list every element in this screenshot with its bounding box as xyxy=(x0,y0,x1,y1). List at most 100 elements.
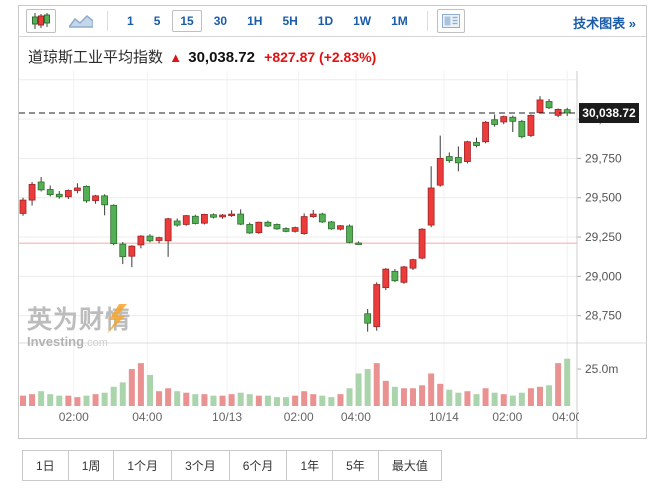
volume-bar xyxy=(301,391,308,406)
candle-body xyxy=(137,235,145,246)
volume-bar xyxy=(373,363,380,406)
candle-body xyxy=(346,225,353,243)
candle-body xyxy=(427,187,435,226)
volume-bar xyxy=(364,369,371,406)
volume-bar xyxy=(518,392,525,406)
chart-toolbar: 1 5 15 30 1H 5H 1D 1W 1M 技术图表 » xyxy=(19,6,646,37)
candlestick-chart-type-button[interactable] xyxy=(26,9,56,33)
volume-bar xyxy=(509,395,516,406)
timeframe-button-1[interactable]: 1 xyxy=(127,14,134,28)
candle-body xyxy=(309,213,317,217)
technical-chart-link[interactable]: 技术图表 » xyxy=(573,13,636,32)
volume-bar xyxy=(491,392,498,406)
price-change: +827.87 xyxy=(264,49,316,65)
y-axis-label: 29,750 xyxy=(585,151,622,165)
volume-bar xyxy=(83,395,90,406)
volume-bar xyxy=(346,388,353,406)
candle-body xyxy=(400,266,408,283)
range-button-2[interactable]: 1周 xyxy=(67,450,115,481)
area-chart-icon xyxy=(69,14,93,28)
range-button-8[interactable]: 最大值 xyxy=(377,450,442,481)
candle-body xyxy=(155,237,163,241)
chevron-right-icon: » xyxy=(628,16,636,31)
area-chart-type-button[interactable] xyxy=(64,9,98,33)
volume-bar xyxy=(500,394,507,406)
candle-body xyxy=(28,183,36,201)
candle-body xyxy=(92,195,99,201)
candlestick-chart[interactable]: 30,00029,75029,50029,25029,00028,75025.0… xyxy=(19,71,647,439)
watermark-bolt-icon xyxy=(107,304,127,334)
current-price-label-bg xyxy=(579,103,639,124)
timeframe-button-30[interactable]: 30 xyxy=(213,14,228,28)
range-button-7[interactable]: 5年 xyxy=(332,450,379,481)
volume-bar xyxy=(546,385,553,406)
volume-bar xyxy=(437,383,444,406)
technical-chart-link-label: 技术图表 xyxy=(573,16,626,31)
volume-bar xyxy=(419,385,426,406)
volume-bar xyxy=(201,394,208,406)
timeframe-button-1W[interactable]: 1W xyxy=(353,14,372,28)
timeframe-button-1H[interactable]: 1H xyxy=(247,14,263,28)
candle-body xyxy=(273,224,281,230)
volume-bar xyxy=(328,397,335,406)
volume-bar xyxy=(482,388,489,406)
candle-body xyxy=(164,218,172,242)
candle-body xyxy=(464,141,471,162)
range-button-1[interactable]: 1日 xyxy=(22,450,69,481)
candle-body xyxy=(46,189,54,195)
volume-bar xyxy=(38,391,45,406)
volume-bar xyxy=(119,382,126,406)
volume-bar xyxy=(128,369,135,406)
x-axis-label: 10/14 xyxy=(429,410,459,424)
timeframe-button-15[interactable]: 15 xyxy=(172,10,202,32)
volume-bar xyxy=(536,386,543,406)
timeframe-button-5H[interactable]: 5H xyxy=(282,14,298,28)
toolbar-separator xyxy=(426,11,428,31)
volume-bar xyxy=(174,391,181,406)
candle-body xyxy=(382,268,390,289)
volume-bar xyxy=(273,397,280,406)
volume-bar xyxy=(255,395,262,406)
panel-layout-icon xyxy=(441,14,460,28)
candle-body xyxy=(482,121,489,143)
watermark: 英为财情 Investing.com xyxy=(27,304,131,349)
x-axis-label: 02:00 xyxy=(492,410,522,424)
volume-bar xyxy=(228,394,235,406)
price-chart-canvas[interactable]: 英为财情 Investing.com 30,00029,75029,50029,… xyxy=(19,71,647,439)
candle-body xyxy=(64,190,72,198)
candle-body xyxy=(210,214,217,218)
candle-body xyxy=(200,213,208,224)
range-button-5[interactable]: 6个月 xyxy=(228,450,288,481)
volume-bar xyxy=(219,395,226,406)
timeframe-button-1D[interactable]: 1D xyxy=(317,14,334,28)
instrument-name: 道琼斯工业平均指数 xyxy=(28,49,164,66)
candle-body xyxy=(518,120,526,138)
volume-bar xyxy=(355,373,362,406)
current-price-label: 30,038.72 xyxy=(582,106,636,120)
candle-body xyxy=(291,227,299,232)
volume-bar xyxy=(183,392,190,406)
volume-bar xyxy=(29,394,36,406)
timeframe-button-1M[interactable]: 1M xyxy=(391,14,408,28)
volume-bar xyxy=(310,394,317,406)
range-button-6[interactable]: 1年 xyxy=(286,450,334,481)
volume-bar xyxy=(192,394,199,406)
candle-body xyxy=(83,186,90,202)
volume-axis-label: 25.0m xyxy=(585,362,618,376)
volume-bar xyxy=(292,395,299,406)
candle-body xyxy=(128,245,136,257)
timeframe-button-5[interactable]: 5 xyxy=(153,14,161,28)
volume-bar xyxy=(137,363,144,406)
candle-body xyxy=(191,215,199,224)
candle-body xyxy=(536,99,544,113)
candle-body xyxy=(337,225,344,230)
x-axis-labels: 02:00 04:00 10/13 02:00 04:00 10/14 02:00 04:00 xyxy=(59,410,579,424)
candle-body xyxy=(246,224,254,234)
panel-view-button[interactable] xyxy=(436,9,465,33)
range-button-3[interactable]: 1个月 xyxy=(113,450,173,481)
candle-body xyxy=(545,101,553,109)
volume-bar xyxy=(237,392,244,406)
volume-bar xyxy=(555,363,562,406)
range-button-4[interactable]: 3个月 xyxy=(171,450,230,481)
candle-body xyxy=(173,220,181,226)
